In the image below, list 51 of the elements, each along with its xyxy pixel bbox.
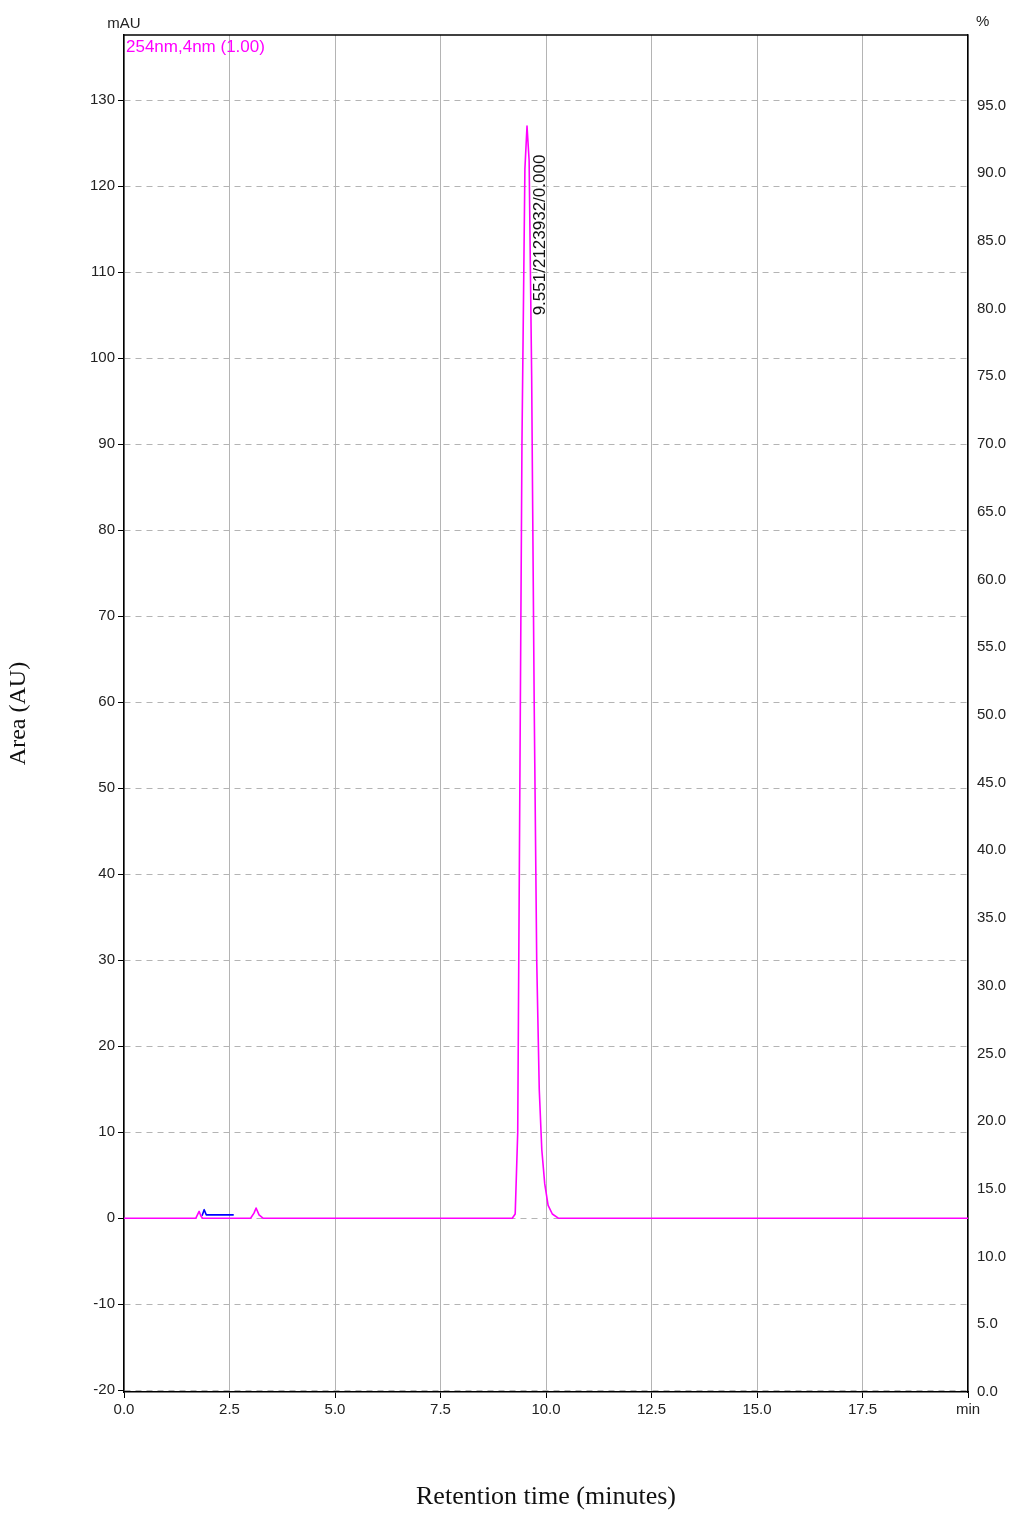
y-tick-label: 40 [98, 864, 115, 882]
y2-tick-label: 25.0 [977, 1043, 1007, 1061]
y-tick-label: 60 [98, 692, 115, 710]
y-tick-label: 90 [98, 434, 115, 452]
y-tick-label: 30 [98, 950, 115, 968]
x-tick-label: min [955, 1400, 981, 1418]
x-tick-label: 10.0 [531, 1400, 561, 1418]
y-tick-label: 70 [98, 606, 115, 624]
y2-tick-label: 0.0 [977, 1382, 998, 1400]
x-tick-label: 7.5 [430, 1400, 451, 1418]
text: mAU [107, 13, 141, 31]
y-tick-label: 20 [98, 1036, 115, 1054]
y-tick-label: 80 [98, 520, 115, 538]
y-tick-label: 110 [91, 262, 115, 280]
y2-tick-label: 65.0 [977, 501, 1007, 519]
y2-tick-label: 95.0 [977, 95, 1007, 113]
annotation: 9.551/2123932/0.000 [529, 154, 549, 316]
x-tick-label: 17.5 [847, 1400, 878, 1418]
y-tick-label: 100 [89, 348, 115, 366]
y-axis-title: Area (AU) [3, 661, 30, 766]
y2-tick-label: 55.0 [977, 637, 1007, 655]
y-tick-label: 50 [98, 778, 115, 796]
y-tick-label: -10 [93, 1294, 115, 1312]
x-tick-label: 5.0 [324, 1400, 346, 1418]
y2-tick-label: 90.0 [977, 163, 1007, 181]
y2-tick-label: 20.0 [977, 1111, 1007, 1129]
x-tick-label: 2.5 [219, 1400, 240, 1418]
y-tick-label: 130 [89, 90, 115, 108]
x-tick-label: 0.0 [113, 1400, 135, 1418]
y2-tick-label: 40.0 [977, 840, 1007, 858]
y2-tick-label: 10.0 [977, 1246, 1007, 1264]
y2-tick-label: 60.0 [977, 569, 1007, 587]
y2-tick-label: 85.0 [977, 230, 1007, 248]
y2-tick-label: 75.0 [977, 366, 1007, 384]
x-axis-title: Retention time (minutes) [416, 1481, 676, 1511]
text: 254nm,4nm (1.00) [126, 37, 265, 57]
y2-tick-label: 15.0 [977, 1179, 1007, 1196]
y2-tick-label: 45.0 [977, 772, 1007, 790]
y-tick-label: 0 [106, 1208, 115, 1226]
y2-tick-label: 70.0 [977, 434, 1007, 452]
y2-tick-label: 30.0 [977, 975, 1007, 993]
y2-tick-label: 50.0 [977, 704, 1007, 722]
y2-tick-label: 80.0 [977, 298, 1007, 316]
y2-axis-title: % [976, 11, 990, 29]
y-tick-label: -20 [93, 1380, 115, 1398]
y-tick-label: 120 [89, 176, 115, 194]
x-tick-label: 12.5 [636, 1400, 667, 1418]
y2-tick-label: 5.0 [977, 1314, 998, 1332]
y-tick-label: 10 [98, 1122, 115, 1140]
x-tick-label: 15.0 [742, 1400, 772, 1418]
y2-tick-label: 35.0 [977, 908, 1007, 926]
